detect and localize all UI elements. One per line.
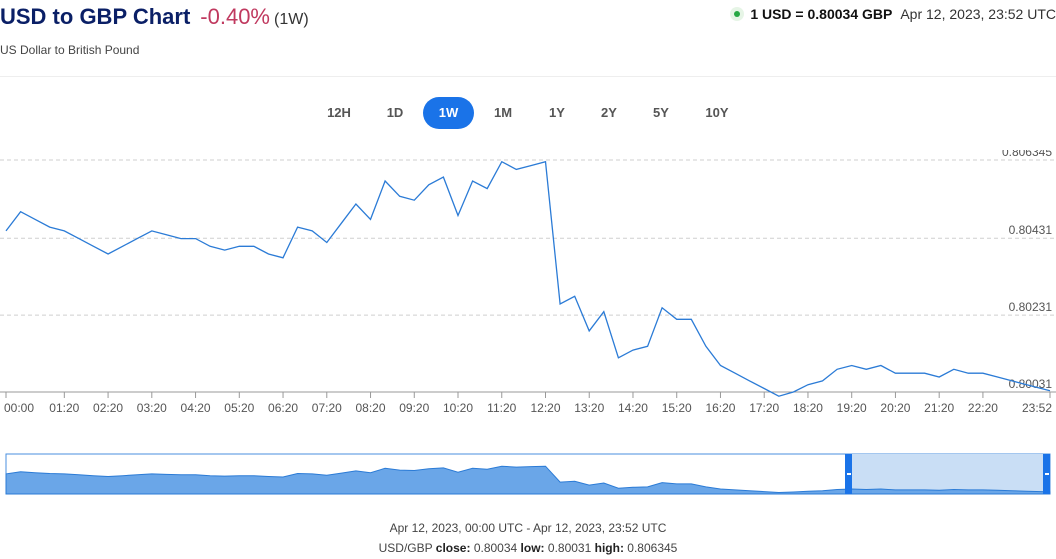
x-tick-label: 18:20 — [793, 401, 823, 415]
y-tick-label: 0.80231 — [1009, 300, 1053, 314]
range-button-1d[interactable]: 1D — [386, 105, 404, 120]
x-tick-label: 08:20 — [356, 401, 386, 415]
pair-subtitle: US Dollar to British Pound — [0, 43, 140, 57]
range-button-1m[interactable]: 1M — [493, 105, 513, 120]
chart-title: USD to GBP Chart — [0, 4, 191, 29]
range-button-1y[interactable]: 1Y — [549, 105, 565, 120]
y-tick-label: 0.80431 — [1009, 223, 1053, 237]
x-tick-label: 06:20 — [268, 401, 298, 415]
footer-summary: USD/GBP close: 0.80034 low: 0.80031 high… — [0, 541, 1056, 555]
x-tick-label: 14:20 — [618, 401, 648, 415]
period-label: (1W) — [274, 11, 309, 28]
x-tick-label: 11:20 — [487, 401, 516, 415]
low-label: low: — [520, 541, 545, 555]
x-tick-label: 02:20 — [93, 401, 123, 415]
low-value: 0.80031 — [547, 541, 592, 555]
x-tick-label: 00:00 — [4, 401, 34, 415]
x-tick-label: 20:20 — [880, 401, 910, 415]
x-tick-label: 13:20 — [574, 401, 604, 415]
x-tick-label: 10:20 — [443, 401, 473, 415]
close-label: close: — [435, 541, 471, 555]
x-tick-label: 17:20 — [749, 401, 779, 415]
range-button-2y[interactable]: 2Y — [601, 105, 617, 120]
x-tick-label: 21:20 — [924, 401, 954, 415]
header-divider — [0, 76, 1056, 77]
live-rate: 1 USD = 0.80034 GBP Apr 12, 2023, 23:52 … — [730, 6, 1056, 22]
range-button-12h[interactable]: 12H — [327, 105, 351, 120]
x-tick-label: 23:52 — [1022, 401, 1052, 415]
line-chart[interactable]: 0.806345 0.80431 0.80231 0.80031 00:00 01:20 0… — [0, 150, 1056, 500]
close-value: 0.80034 — [473, 541, 518, 555]
title-row: USD to GBP Chart -0.40% (1W) — [0, 4, 309, 30]
high-label: high: — [594, 541, 624, 555]
y-tick-label: 0.806345 — [1002, 150, 1052, 159]
live-status-icon — [730, 7, 745, 21]
rate-value: 1 USD = 0.80034 GBP — [750, 6, 893, 22]
x-tick-label: 15:20 — [662, 401, 692, 415]
x-tick-label: 16:20 — [705, 401, 735, 415]
percent-change: -0.40% — [200, 4, 270, 29]
x-tick-label: 09:20 — [399, 401, 429, 415]
navigator-area — [5, 465, 1051, 495]
x-tick-label: 07:20 — [312, 401, 342, 415]
range-button-10y[interactable]: 10Y — [705, 105, 729, 120]
range-selector: 12H 1D 1W 1M 1Y 2Y 5Y 10Y — [0, 97, 1056, 129]
footer-pair: USD/GBP — [378, 541, 433, 555]
range-button-5y[interactable]: 5Y — [653, 105, 669, 120]
navigator-selection — [848, 454, 1050, 494]
rate-timestamp: Apr 12, 2023, 23:52 UTC — [900, 6, 1056, 22]
x-tick-label: 04:20 — [181, 401, 211, 415]
x-tick-label: 01:20 — [49, 401, 79, 415]
x-tick-label: 19:20 — [837, 401, 867, 415]
high-value: 0.806345 — [627, 541, 678, 555]
price-line — [5, 160, 1051, 397]
range-button-1w[interactable]: 1W — [423, 97, 474, 129]
y-tick-label: 0.80031 — [1009, 377, 1053, 391]
x-tick-label: 03:20 — [137, 401, 167, 415]
x-tick-label: 22:20 — [968, 401, 998, 415]
footer-date-range: Apr 12, 2023, 00:00 UTC - Apr 12, 2023, … — [389, 521, 667, 535]
x-tick-label: 05:20 — [224, 401, 254, 415]
x-tick-label: 12:20 — [530, 401, 560, 415]
